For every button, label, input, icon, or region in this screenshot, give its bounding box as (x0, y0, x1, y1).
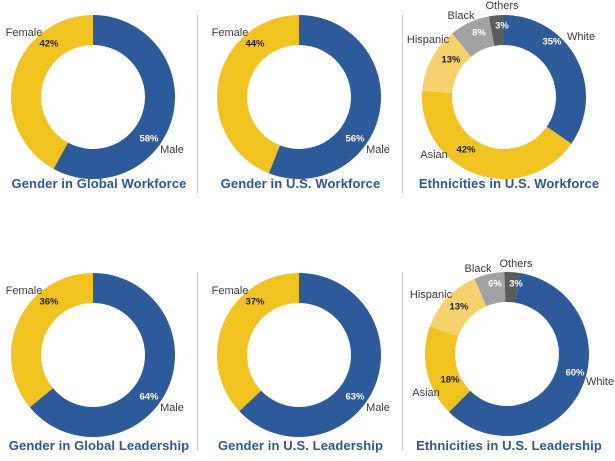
slice-label-hispanic: Hispanic (410, 289, 453, 301)
donut-chart-ethnicities-us-workforce: White 35% Asian 42% Hispanic 13% Black 8% Others… (407, 0, 595, 179)
slice-percent-black: 8% (472, 28, 486, 39)
slice-label-others: Others (485, 0, 519, 12)
donut-slice-hispanic (422, 33, 472, 93)
slice-label-female: Female (6, 27, 43, 39)
donut-slice-asian (422, 90, 572, 179)
chart-title: Gender in Global Leadership (8, 438, 190, 453)
slice-percent-asian: 42% (456, 145, 476, 156)
chart-cell-ethnicities-us-workforce: White 35% Asian 42% Hispanic 13% Black 8% Others… (403, 0, 615, 200)
donut-slice-white (504, 15, 586, 144)
slice-label-black: Black (448, 10, 475, 22)
slice-percent-female: 42% (39, 39, 59, 50)
slice-label-female: Female (212, 285, 249, 297)
donut-slice-others (488, 14, 504, 46)
slice-percent-others: 3% (495, 21, 509, 32)
slice-label-male: Male (366, 402, 390, 414)
donut-slice-male (29, 273, 176, 437)
slice-percent-asian: 18% (440, 375, 460, 386)
slice-label-male: Male (160, 144, 184, 156)
chart-cell-gender-us-workforce: Male 56% Female 44% Gender in U.S. Workforc… (198, 0, 403, 200)
slice-label-female: Female (212, 27, 249, 39)
slice-percent-female: 44% (245, 39, 265, 50)
slice-label-male: Male (366, 144, 390, 156)
chart-cell-ethnicities-us-leadership: White 60% Asian 18% Hispanic 13% Black 6% Others… (403, 230, 615, 461)
slice-percent-hispanic: 13% (449, 302, 469, 313)
slice-label-male: Male (160, 402, 184, 414)
slice-percent-female: 36% (39, 297, 59, 308)
donut-slice-female (216, 273, 299, 412)
donut-slice-black (452, 16, 495, 57)
slice-percent-black: 6% (488, 279, 502, 290)
chart-title: Ethnicities in U.S. Workforce (418, 176, 600, 191)
slice-percent-white: 60% (565, 368, 585, 379)
donut-slice-hispanic (429, 278, 487, 337)
donut-slice-female (10, 14, 93, 169)
chart-title: Ethnicities in U.S. Leadership (416, 438, 602, 453)
column-divider (197, 272, 198, 451)
slice-percent-male: 58% (139, 134, 159, 145)
chart-title: Gender in U.S. Workforce (220, 176, 381, 191)
slice-percent-male: 63% (345, 392, 365, 403)
slice-percent-others: 3% (509, 279, 523, 290)
slice-percent-white: 35% (542, 37, 562, 48)
column-divider (402, 15, 403, 193)
chart-cell-gender-global-leadership: Male 64% Female 36% Gender in Global Leader… (0, 230, 198, 461)
slice-label-white: White (586, 376, 614, 388)
donut-slice-female (217, 14, 299, 174)
chart-title: Gender in U.S. Leadership (217, 438, 384, 453)
column-divider (197, 15, 198, 193)
donut-slice-female (11, 273, 94, 408)
column-divider (402, 272, 403, 451)
donut-slice-male (268, 15, 382, 180)
chart-title: Gender in Global Workforce (11, 176, 187, 191)
slice-percent-hispanic: 13% (441, 55, 461, 66)
chart-cell-gender-global-workforce: Male 58% Female 42% Gender in Global Workfo… (0, 0, 198, 200)
donut-slice-male (239, 273, 381, 437)
slice-label-hispanic: Hispanic (407, 34, 450, 46)
slice-percent-male: 64% (139, 392, 159, 403)
slice-percent-male: 56% (345, 134, 365, 145)
slice-label-female: Female (6, 285, 43, 297)
slice-percent-female: 37% (245, 297, 265, 308)
donut-slice-black (474, 272, 506, 307)
slice-label-black: Black (465, 263, 492, 275)
slice-label-asian: Asian (420, 149, 448, 161)
donut-slice-white (449, 273, 590, 437)
donut-slice-male (53, 15, 175, 179)
slice-label-others: Others (499, 258, 533, 270)
slice-label-white: White (567, 31, 595, 43)
donut-slice-others (504, 271, 520, 303)
slice-label-asian: Asian (412, 387, 440, 399)
chart-cell-gender-us-leadership: Male 63% Female 37% Gender in U.S. Leadersh… (198, 230, 403, 461)
donut-slice-asian (425, 326, 471, 412)
